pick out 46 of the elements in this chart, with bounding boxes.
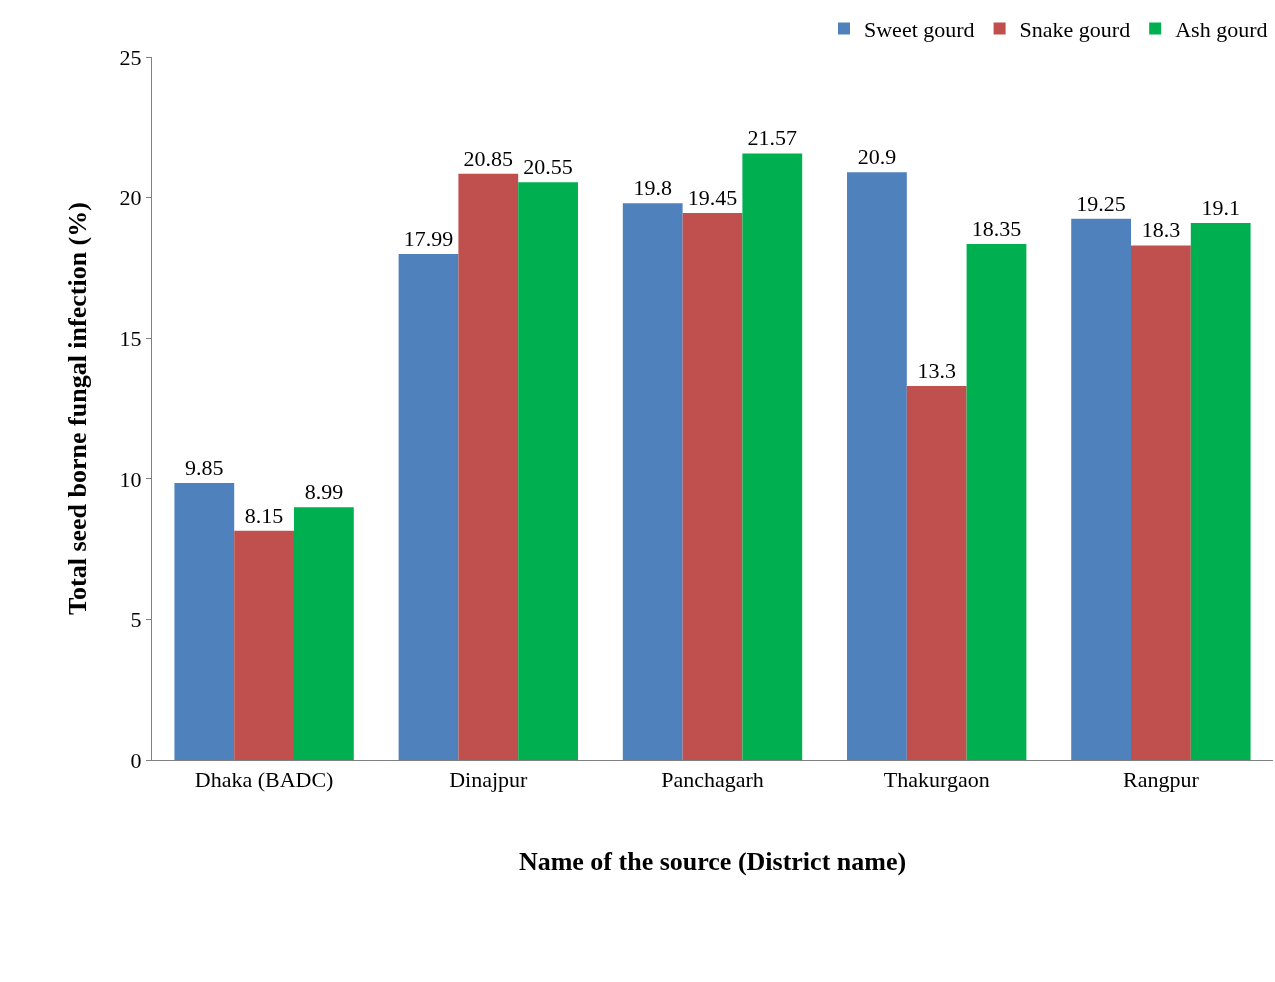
data-label: 20.85 bbox=[463, 145, 514, 171]
legend-label: Snake gourd bbox=[1019, 17, 1131, 43]
bar bbox=[622, 203, 683, 760]
x-tick-label: Dinajpur bbox=[449, 767, 529, 793]
bar bbox=[1071, 218, 1132, 760]
x-axis-title: Name of the source (District name) bbox=[518, 847, 907, 877]
bar bbox=[174, 483, 235, 760]
data-label: 18.3 bbox=[1141, 217, 1181, 243]
bar bbox=[906, 386, 967, 760]
data-label: 9.85 bbox=[185, 455, 224, 481]
bar bbox=[398, 254, 459, 760]
data-label: 20.55 bbox=[523, 154, 573, 180]
y-axis-title: Total seed borne fungal infection (%) bbox=[63, 202, 92, 615]
data-label: 19.45 bbox=[687, 185, 738, 211]
bar bbox=[518, 182, 578, 760]
data-label: 21.57 bbox=[747, 125, 798, 151]
bar bbox=[742, 153, 803, 760]
bar bbox=[458, 173, 519, 760]
bar bbox=[847, 172, 907, 760]
bar bbox=[234, 530, 294, 760]
x-tick-label: Dhaka (BADC) bbox=[194, 767, 334, 793]
y-tick-label: 5 bbox=[130, 607, 142, 633]
data-label: 19.1 bbox=[1201, 194, 1240, 220]
bar bbox=[1131, 245, 1191, 760]
data-label: 19.8 bbox=[633, 175, 672, 201]
data-label: 13.3 bbox=[917, 358, 956, 383]
data-label: 18.35 bbox=[971, 216, 1022, 241]
data-label: 8.99 bbox=[304, 479, 344, 505]
y-tick-label: 25 bbox=[119, 44, 142, 70]
bar bbox=[966, 244, 1027, 760]
x-tick-label: Rangpur bbox=[1123, 767, 1200, 793]
x-tick-label: Thakurgaon bbox=[883, 767, 990, 793]
y-tick-label: 10 bbox=[119, 466, 142, 492]
data-label: 8.15 bbox=[244, 502, 284, 528]
y-tick-label: 20 bbox=[119, 185, 142, 211]
bar bbox=[293, 507, 354, 760]
data-label: 17.99 bbox=[403, 226, 454, 252]
legend-label: Ash gourd bbox=[1175, 17, 1268, 43]
bar bbox=[682, 213, 743, 760]
legend-label: Sweet gourd bbox=[864, 17, 975, 43]
data-label: 20.9 bbox=[857, 144, 897, 170]
x-tick-label: Panchagarh bbox=[661, 767, 764, 793]
bar bbox=[1190, 222, 1251, 760]
y-tick-label: 15 bbox=[119, 325, 142, 351]
data-label: 19.25 bbox=[1076, 190, 1126, 216]
y-tick-label: 0 bbox=[130, 747, 142, 773]
